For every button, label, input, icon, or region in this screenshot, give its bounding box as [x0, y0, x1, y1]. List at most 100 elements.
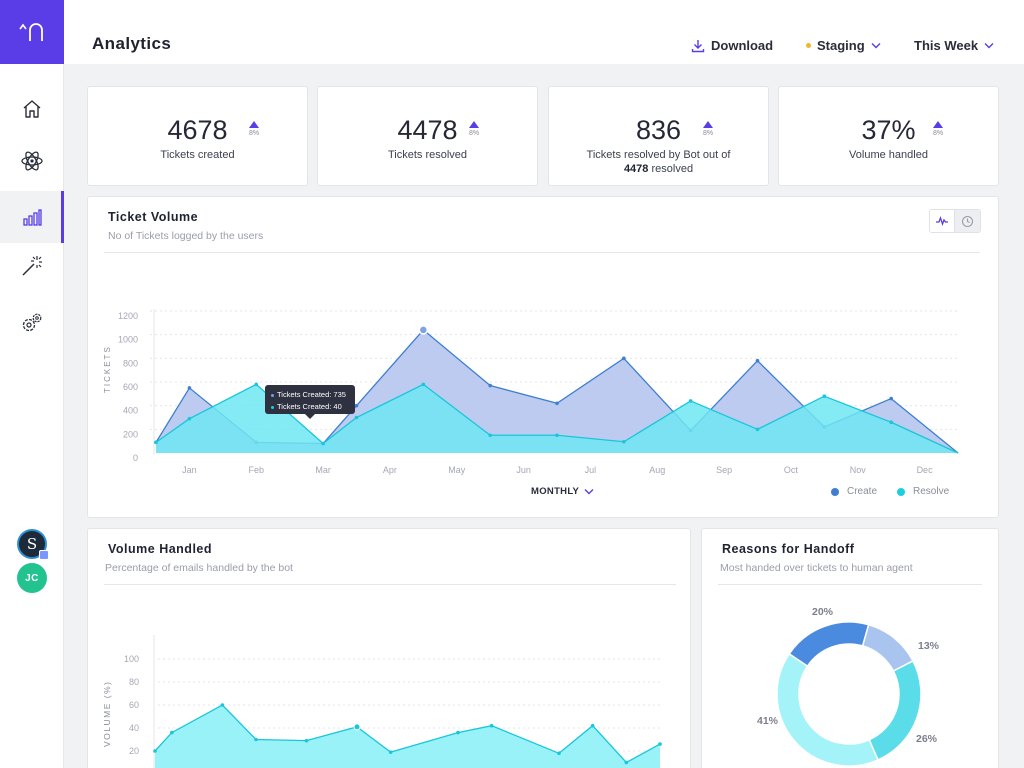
- x-tick-label: Nov: [850, 465, 867, 475]
- environment-dropdown[interactable]: Staging: [806, 38, 881, 53]
- data-point: [688, 399, 693, 403]
- data-point: [187, 386, 192, 390]
- ticket-volume-chart: 0 200 400 600 800 1000 1200 TICKETS Jan Feb Mar Apr…: [103, 309, 959, 475]
- stat-delta: 8%: [930, 121, 946, 137]
- data-point: [353, 723, 361, 731]
- data-point: [658, 742, 662, 746]
- legend-swatch: [897, 487, 905, 496]
- data-point: [555, 401, 559, 406]
- y-tick-label: 1000: [118, 335, 138, 345]
- y-axis-label: TICKETS: [103, 345, 112, 393]
- data-point: [622, 439, 626, 444]
- gear-icon: [22, 313, 42, 332]
- stat-value: 4478: [397, 115, 458, 145]
- sidebar-item-settings[interactable]: [0, 297, 64, 349]
- legend-item-resolve: Resolve: [897, 486, 949, 497]
- data-point: [304, 738, 309, 743]
- avatar-initials: S: [26, 535, 38, 553]
- card-subtitle: Percentage of emails handled by the bot: [105, 562, 293, 574]
- stat-label-bold: 4478: [623, 163, 649, 175]
- x-tick-label: Sep: [716, 465, 732, 475]
- data-point: [489, 723, 494, 728]
- user-avatar[interactable]: JC: [17, 563, 47, 593]
- donut-slice: [868, 659, 922, 761]
- stat-delta: 8%: [700, 121, 716, 137]
- history-view-button[interactable]: [955, 210, 980, 232]
- legend-item-create: Create: [831, 486, 877, 497]
- environment-label: Staging: [817, 38, 865, 53]
- data-point: [220, 703, 225, 707]
- card-title: Ticket Volume: [108, 210, 199, 224]
- avatar-initials: JC: [25, 572, 39, 584]
- slice-label: 26%: [916, 733, 938, 745]
- data-point: [590, 723, 595, 728]
- card-subtitle: Most handed over tickets to human agent: [720, 562, 913, 574]
- data-point: [153, 749, 157, 753]
- stat-label: Volume handled: [849, 149, 928, 161]
- logo-mark-icon: [19, 23, 43, 41]
- tooltip-dot: [271, 405, 274, 409]
- data-point: [557, 751, 561, 756]
- donut-slice: [788, 621, 870, 668]
- stat-value: 836: [635, 115, 682, 145]
- data-point: [889, 420, 893, 425]
- legend-label: Create: [847, 486, 878, 497]
- stat-delta-value: 8%: [468, 130, 480, 137]
- sidebar: S JC: [0, 0, 64, 768]
- magic-wand-icon: [22, 256, 42, 276]
- data-point: [254, 737, 258, 742]
- series-area-volume: [155, 705, 660, 768]
- pulse-icon: [936, 216, 948, 226]
- card-divider: [104, 252, 980, 253]
- chevron-down-icon: [984, 43, 994, 49]
- download-label: Download: [711, 38, 774, 53]
- bar-chart-icon: [23, 209, 42, 226]
- data-point: [456, 730, 460, 735]
- page-title: Analytics: [92, 34, 172, 53]
- data-point: [889, 396, 893, 401]
- stat-delta-value: 8%: [702, 130, 714, 137]
- sidebar-item-integrations[interactable]: [0, 135, 64, 187]
- y-tick-label: 20: [129, 746, 139, 756]
- sidebar-item-analytics[interactable]: [0, 191, 64, 243]
- series-area-resolve: [156, 384, 958, 453]
- y-axis-label: VOLUME (%): [102, 681, 112, 747]
- chevron-down-icon: [871, 43, 881, 49]
- card-divider: [718, 584, 982, 585]
- volume-handled-card: Volume Handled Percentage of emails hand…: [87, 528, 691, 768]
- workspace-avatar[interactable]: S: [17, 529, 49, 560]
- data-point: [354, 403, 359, 408]
- stat-value: 37%: [861, 115, 916, 145]
- app-logo[interactable]: [0, 0, 64, 64]
- data-point: [321, 441, 325, 446]
- stat-delta: 8%: [466, 121, 482, 137]
- handoff-reasons-card: Reasons for Handoff Most handed over tic…: [701, 528, 999, 768]
- card-title: Reasons for Handoff: [722, 542, 855, 556]
- data-point: [254, 382, 259, 387]
- stat-card-tickets-resolved: 4478 8% Tickets resolved: [317, 86, 538, 186]
- date-range-dropdown[interactable]: This Week: [914, 38, 994, 53]
- sidebar-item-home[interactable]: [0, 83, 64, 135]
- line-view-button[interactable]: [930, 210, 956, 232]
- data-point: [755, 358, 760, 363]
- data-point: [822, 394, 827, 398]
- stat-label-line2: resolved: [648, 163, 694, 175]
- handoff-donut-chart: [776, 621, 922, 767]
- x-tick-label: Dec: [917, 465, 934, 475]
- download-button[interactable]: Download: [691, 38, 773, 53]
- data-point: [154, 440, 158, 445]
- slice-label: 41%: [757, 715, 779, 727]
- chevron-down-icon: [584, 489, 594, 495]
- header: Analytics Download Staging This Week: [64, 0, 1024, 64]
- y-tick-label: 800: [123, 358, 138, 368]
- x-tick-label: May: [448, 465, 466, 475]
- sidebar-item-automation[interactable]: [0, 240, 64, 292]
- y-tick-label: 0: [133, 453, 138, 463]
- x-tick-label: Aug: [649, 465, 665, 475]
- period-dropdown[interactable]: MONTHLY: [531, 486, 594, 497]
- stat-delta: 8%: [246, 121, 262, 137]
- atom-icon: [21, 151, 43, 171]
- x-tick-label: Jan: [182, 465, 197, 475]
- status-dot-icon: [806, 43, 811, 48]
- tooltip-row: Tickets Created: 40: [271, 401, 355, 413]
